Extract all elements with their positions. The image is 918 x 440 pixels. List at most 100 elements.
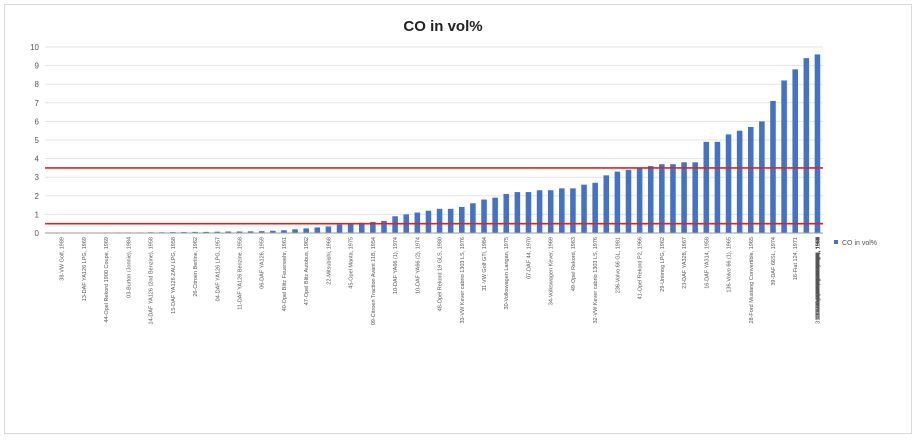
x-category-label: 02-Citroen DS21 i.e. Pallas, 1973	[815, 237, 821, 319]
x-category-label: 105-DAF 33 (1), 1967	[815, 237, 821, 290]
bar	[636, 167, 643, 233]
x-category-label: 05-DAF 33 (3), 1967	[815, 237, 821, 287]
x-category-label: 49-Opel Rekord, 1963	[571, 237, 577, 291]
bar	[292, 229, 298, 233]
x-category-label: 35-DAF YA616, 1968	[815, 237, 821, 289]
bar	[803, 58, 810, 233]
x-category-label: 06-DAF YA126, 1959	[260, 237, 266, 289]
bar	[725, 134, 732, 233]
x-category-label: 45-Opel Manta, 1975	[349, 237, 355, 289]
y-tick-label: 0	[35, 229, 40, 238]
legend-label: CO in vol%	[842, 240, 877, 247]
x-category-label: 41-Opel Rekord P2, 1966	[638, 237, 644, 299]
x-category-label: 24-Opel Olympia, 1953	[815, 237, 821, 294]
bar	[703, 141, 710, 233]
bar	[303, 228, 309, 233]
bar	[692, 162, 698, 233]
y-tick-label: 7	[35, 99, 40, 108]
x-category-label: 205-DAF 33 (2), 1967	[815, 237, 821, 290]
y-axis-tick-labels: 0 1 2 3 4 5 6 7 8 9 10	[30, 43, 39, 238]
y-tick-label: 10	[30, 43, 39, 52]
bar	[225, 231, 232, 233]
bar	[781, 80, 787, 233]
bar	[492, 197, 498, 233]
x-category-label: 41-Opel Kadett B1, 1966	[815, 237, 821, 298]
y-tick-label: 9	[35, 62, 40, 71]
x-category-label: 48-Opel Rekord 19 GLS, 1980	[438, 237, 444, 311]
x-axis-category-labels: 38-VW Golf, 1989 13-DAF YA126 LPG, 1969 44…	[60, 237, 822, 325]
x-category-label: 47-Opel Blitz Autobus, 1962	[304, 237, 310, 305]
chart-frame: CO in vol% 0 1 2 3 4 5 6 7 8 9 10 38-VW Golf, 1989…	[4, 4, 912, 434]
y-tick-label: 3	[35, 173, 40, 182]
bar	[547, 190, 554, 233]
bar	[592, 182, 598, 233]
bar	[581, 184, 587, 233]
x-category-label: 34-Volkswagen Kever, 1969	[549, 237, 555, 305]
bar	[447, 208, 454, 233]
x-category-label: 26-Citroen Berline, 1962	[193, 237, 199, 297]
x-category-label: 23-Opel Olympia, 1952	[815, 237, 821, 294]
x-category-label: 16-DAF YA314, 1958	[704, 237, 710, 289]
chart-title: CO in vol%	[403, 18, 482, 35]
bar	[358, 222, 365, 233]
x-category-label: 15-DAF YA126 ZAU LPG, 1958	[171, 237, 177, 314]
x-category-label: 03-Burton (Jonnie), 1984	[126, 237, 132, 298]
bar	[459, 206, 465, 233]
bar	[203, 231, 209, 233]
x-category-label: 40-Opel Blitz Feuerwehr, 1961	[282, 237, 288, 311]
bar	[559, 188, 565, 233]
x-category-label: 06-DAF 46 (4), 1976	[815, 237, 821, 287]
bar	[525, 192, 532, 233]
reference-lines	[45, 167, 823, 225]
bar	[747, 126, 754, 233]
x-category-label: 07-DAF 44, 1970	[526, 237, 532, 279]
x-category-label: 206-DAF 46 (1), 1976	[815, 237, 821, 290]
bar	[436, 208, 443, 233]
x-category-label: 18-Fiat 500 Nuova, 1962	[815, 237, 821, 298]
co-chart: CO in vol% 0 1 2 3 4 5 6 7 8 9 10 38-VW Golf, 1989…	[30, 18, 877, 325]
x-category-label: 10-DAF YA66 (2), 1974	[415, 237, 421, 294]
x-category-label: 14-DAF YA126 (2nd Benzine), 1958	[149, 237, 155, 325]
bar	[392, 216, 398, 233]
y-tick-label: 8	[35, 80, 40, 89]
bar	[236, 231, 243, 233]
bar	[325, 226, 332, 233]
y-tick-label: 6	[35, 117, 40, 126]
bar	[514, 192, 521, 233]
bar	[670, 164, 676, 233]
bar	[792, 69, 798, 233]
legend-swatch	[834, 240, 838, 244]
x-category-label: 13-DAF YA126 LPG, 1969	[82, 237, 88, 301]
bar	[625, 169, 632, 233]
legend: CO in vol%	[834, 240, 877, 247]
bar	[481, 199, 487, 233]
x-category-label: 26-Alfa 1.3 TBm, 1962	[815, 237, 821, 292]
y-tick-label: 4	[35, 155, 40, 164]
x-category-label: 32-VW Kever cabrio 1303 LS, 1976	[593, 237, 599, 324]
bar	[347, 223, 354, 233]
bar	[370, 221, 376, 233]
x-category-label: 17-Dodge Charger R/T 440, 1970	[815, 237, 821, 319]
bar	[214, 231, 221, 233]
bar	[258, 231, 265, 233]
bars	[47, 54, 821, 233]
x-category-label: 37-Volvo Amazon Combi, 1967	[815, 237, 821, 313]
bar	[647, 166, 654, 233]
bar	[536, 190, 543, 233]
x-category-label: 249-DAF 55 (1), 1971	[815, 237, 821, 290]
x-category-label: 25-Opel Rekord Olympia, 1958	[815, 237, 821, 313]
x-category-label: 236-Volvo 66 GL, 1981	[615, 237, 621, 293]
bar	[681, 162, 687, 233]
x-category-label: 209-DAF 55 Marathon, 1972	[815, 237, 821, 307]
x-category-label: 04-DAF YA126 LPG, 1957	[215, 237, 221, 301]
x-category-label: 42-Opel Kapitan P2.5L, 1959	[815, 237, 821, 308]
bar	[470, 203, 476, 233]
x-category-label: 28-Ford Mustang Convertible, 1965	[749, 237, 755, 324]
x-category-label: 09-Citroen Traction Avant 11B, 1954	[371, 237, 377, 325]
x-category-label: 29-Unimog LPG, 1962	[660, 237, 666, 292]
x-category-label: 23-DAF YA328, 1967	[682, 237, 688, 289]
x-category-label: 31-VW Golf GTi, 1984	[482, 237, 488, 291]
bar	[814, 54, 821, 233]
x-category-label: 16-Fiat 124, 1971	[793, 237, 799, 280]
bar	[603, 175, 610, 233]
